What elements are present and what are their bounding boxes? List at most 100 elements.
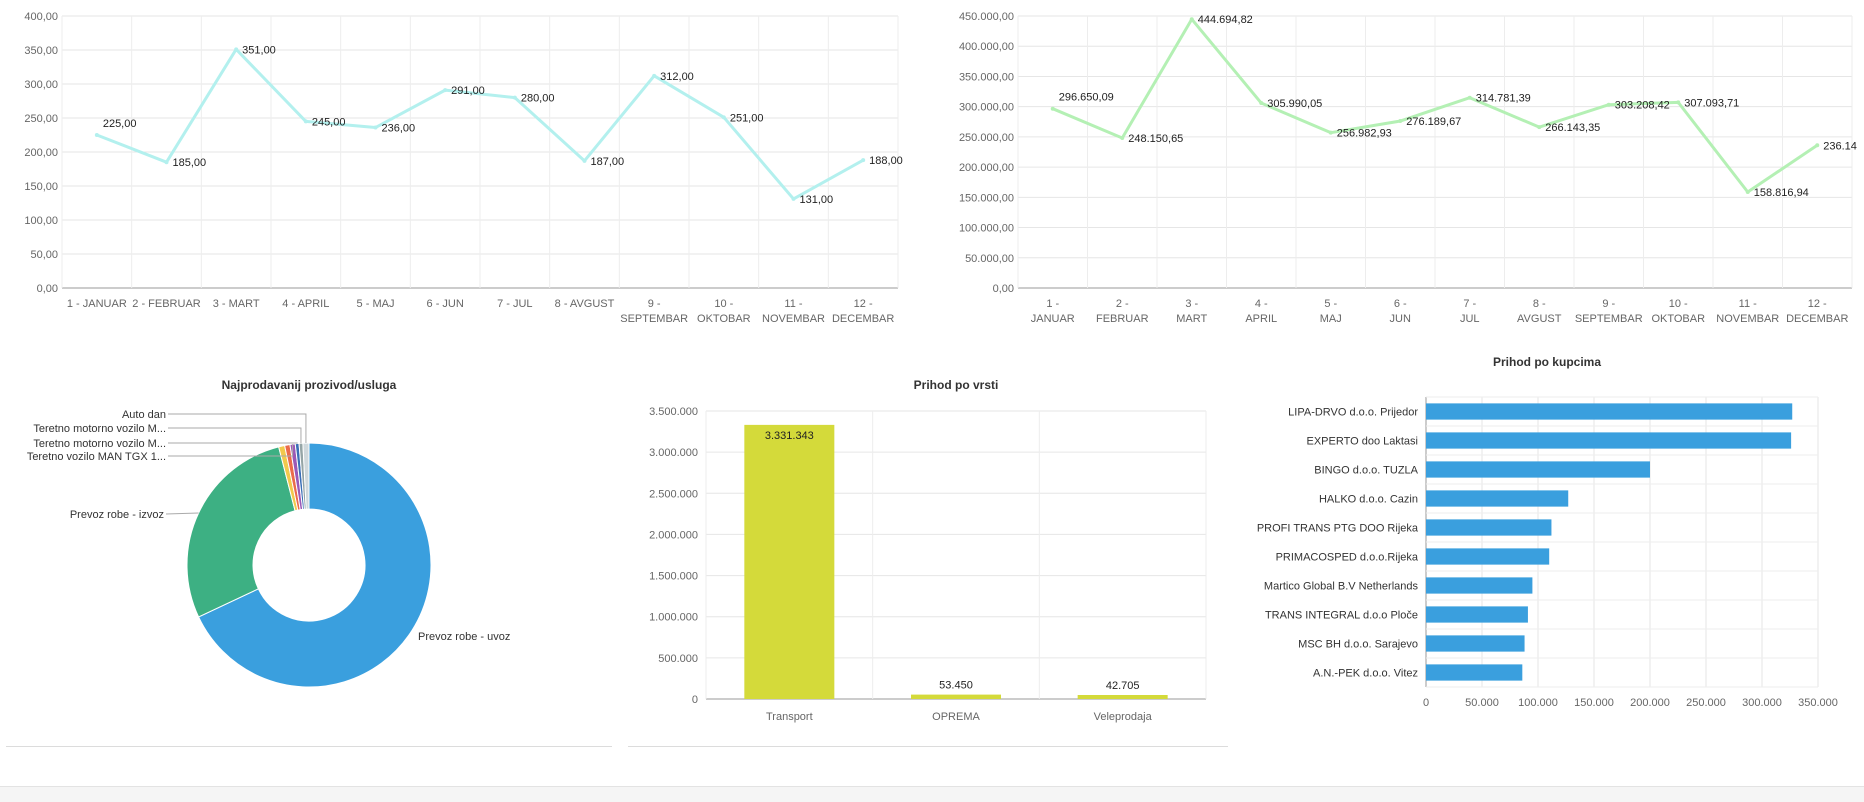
data-label: 307.093,71	[1684, 97, 1739, 109]
data-point	[303, 119, 308, 124]
monthly-revenue-line-chart: 0,00 50.000,00 100.000,00 150.000,00 200.000…	[959, 11, 1857, 325]
x-tick-label-line1: 3 -	[1185, 298, 1198, 310]
y-tick-label: EXPERTO doo Laktasi	[1307, 436, 1419, 448]
x-tick-label: 7 - JUL	[497, 298, 532, 310]
data-label: 351,00	[242, 44, 276, 56]
y-tick-label: 150,00	[24, 181, 58, 193]
y-tick-label: 250,00	[24, 113, 58, 125]
data-point	[1398, 119, 1403, 124]
data-point	[791, 196, 796, 201]
data-label: 266.143,35	[1545, 122, 1600, 134]
x-tick-label: 200.000	[1630, 697, 1670, 709]
x-tick-label: 100.000	[1518, 697, 1558, 709]
x-tick-label-line2: OKTOBAR	[1651, 313, 1705, 325]
bar	[1077, 695, 1168, 699]
y-tick-label: HALKO d.o.o. Cazin	[1319, 494, 1418, 506]
data-point	[1050, 106, 1055, 111]
y-tick-label: 200.000,00	[959, 162, 1014, 174]
footer-bar	[0, 786, 1864, 802]
x-tick-label: 2 - FEBRUAR	[132, 298, 201, 310]
x-tick-label-line1: 11 -	[784, 298, 802, 310]
data-label: 276.189,67	[1406, 116, 1461, 128]
data-label: 187,00	[591, 156, 625, 168]
bar-value-label: 3.331.343	[765, 430, 814, 442]
y-tick-label: 0	[692, 694, 698, 706]
data-label: 305.990,05	[1267, 98, 1322, 110]
data-point	[721, 115, 726, 120]
x-tick-label: 50.000	[1465, 697, 1499, 709]
x-tick-label-line2: NOVEMBAR	[762, 313, 825, 325]
monthly-revenue-chart-panel: 0,00 50.000,00 100.000,00 150.000,00 200.000…	[940, 0, 1864, 340]
data-label: 444.694,82	[1198, 14, 1253, 26]
bar	[1426, 519, 1552, 536]
x-tick-label-line1: 12 -	[1808, 298, 1827, 310]
data-label: 225,00	[103, 118, 137, 130]
bar	[744, 424, 835, 699]
revenue-by-customer-bar-chart: Prihod po kupcima 0 50.000 100.000 150.000 20…	[1257, 355, 1838, 709]
data-point	[1537, 125, 1542, 130]
series-line	[1052, 17, 1819, 194]
y-tick-label: 0,00	[37, 283, 58, 295]
x-tick-label-line2: SEPTEMBAR	[1575, 313, 1643, 325]
bar	[1426, 664, 1523, 681]
revenue-by-customer-chart-panel: Prihod po kupcima 0 50.000 100.000 150.000 20…	[1240, 350, 1864, 760]
x-tick-label: 8 - AVGUST	[555, 298, 615, 310]
y-tick-label: 50,00	[30, 249, 58, 261]
pie-slice-label: Prevoz robe - uvoz	[418, 631, 510, 643]
data-point	[1467, 95, 1472, 100]
y-tick-label: 2.000.000	[649, 529, 698, 541]
y-tick-label: 3.000.000	[649, 447, 698, 459]
y-tick-label: Martico Global B.V Netherlands	[1264, 581, 1419, 593]
x-tick-label: 5 - MAJ	[357, 298, 395, 310]
data-point	[164, 160, 169, 165]
x-tick-label-line1: 5 -	[1324, 298, 1337, 310]
x-tick-label-line2: SEPTEMBAR	[620, 313, 688, 325]
y-tick-label: 350.000,00	[959, 71, 1014, 83]
bar	[1426, 577, 1533, 594]
x-tick-label-line1: 2 -	[1116, 298, 1129, 310]
pie-leader-line	[168, 442, 298, 444]
data-point	[373, 125, 378, 130]
data-point	[1676, 100, 1681, 105]
top-products-chart-panel: Najprodavanij prozivod/usluga Prevoz robe…	[0, 360, 620, 760]
data-point	[861, 158, 866, 163]
data-point	[1745, 190, 1750, 195]
x-tick-label: 1 - JANUAR	[67, 298, 127, 310]
revenue-by-customer-title: Prihod po kupcima	[1493, 355, 1601, 369]
x-tick-label-line2: FEBRUAR	[1096, 313, 1149, 325]
data-label: 248.150,65	[1128, 133, 1183, 145]
data-label: 280,00	[521, 93, 555, 105]
panel-divider-middle	[628, 746, 1228, 747]
pie-leader-line	[168, 413, 307, 444]
bar-value-label: 42.705	[1106, 680, 1140, 692]
x-tick-label-line2: JUL	[1460, 313, 1480, 325]
y-tick-label: 250.000,00	[959, 132, 1014, 144]
pie-slice-label: Teretno motorno vozilo M...	[33, 438, 166, 450]
y-tick-label: LIPA-DRVO d.o.o. Prijedor	[1288, 407, 1418, 419]
x-tick-label: Veleprodaja	[1094, 711, 1153, 723]
data-point	[1259, 101, 1264, 106]
x-tick-label: 3 - MART	[213, 298, 260, 310]
bar	[1426, 490, 1569, 507]
data-point	[1606, 102, 1611, 107]
data-point	[94, 133, 99, 137]
x-tick-label: 300.000	[1742, 697, 1782, 709]
x-tick-label-line1: 9 -	[1602, 298, 1615, 310]
x-tick-label-line1: 7 -	[1463, 298, 1476, 310]
y-tick-label: 50.000,00	[965, 253, 1014, 265]
y-tick-label: 400.000,00	[959, 41, 1014, 53]
x-tick-label-line1: 1 -	[1046, 298, 1059, 310]
x-tick-label: 6 - JUN	[427, 298, 464, 310]
y-tick-label: 1.500.000	[649, 571, 698, 583]
revenue-by-type-title: Prihod po vrsti	[914, 378, 999, 392]
x-tick-label: 0	[1423, 697, 1429, 709]
x-tick-label-line1: 9 -	[648, 298, 661, 310]
data-label: 185,00	[173, 157, 207, 169]
pie-leader-line	[168, 427, 302, 444]
y-tick-label: 150.000,00	[959, 192, 1014, 204]
bar-value-label: 53.450	[939, 680, 973, 692]
pie-slice-label: Teretno motorno vozilo M...	[33, 423, 166, 435]
x-tick-label-line2: JUN	[1390, 313, 1411, 325]
y-tick-label: TRANS INTEGRAL d.o.o Ploče	[1265, 610, 1418, 622]
data-label: 188,00	[869, 155, 903, 167]
